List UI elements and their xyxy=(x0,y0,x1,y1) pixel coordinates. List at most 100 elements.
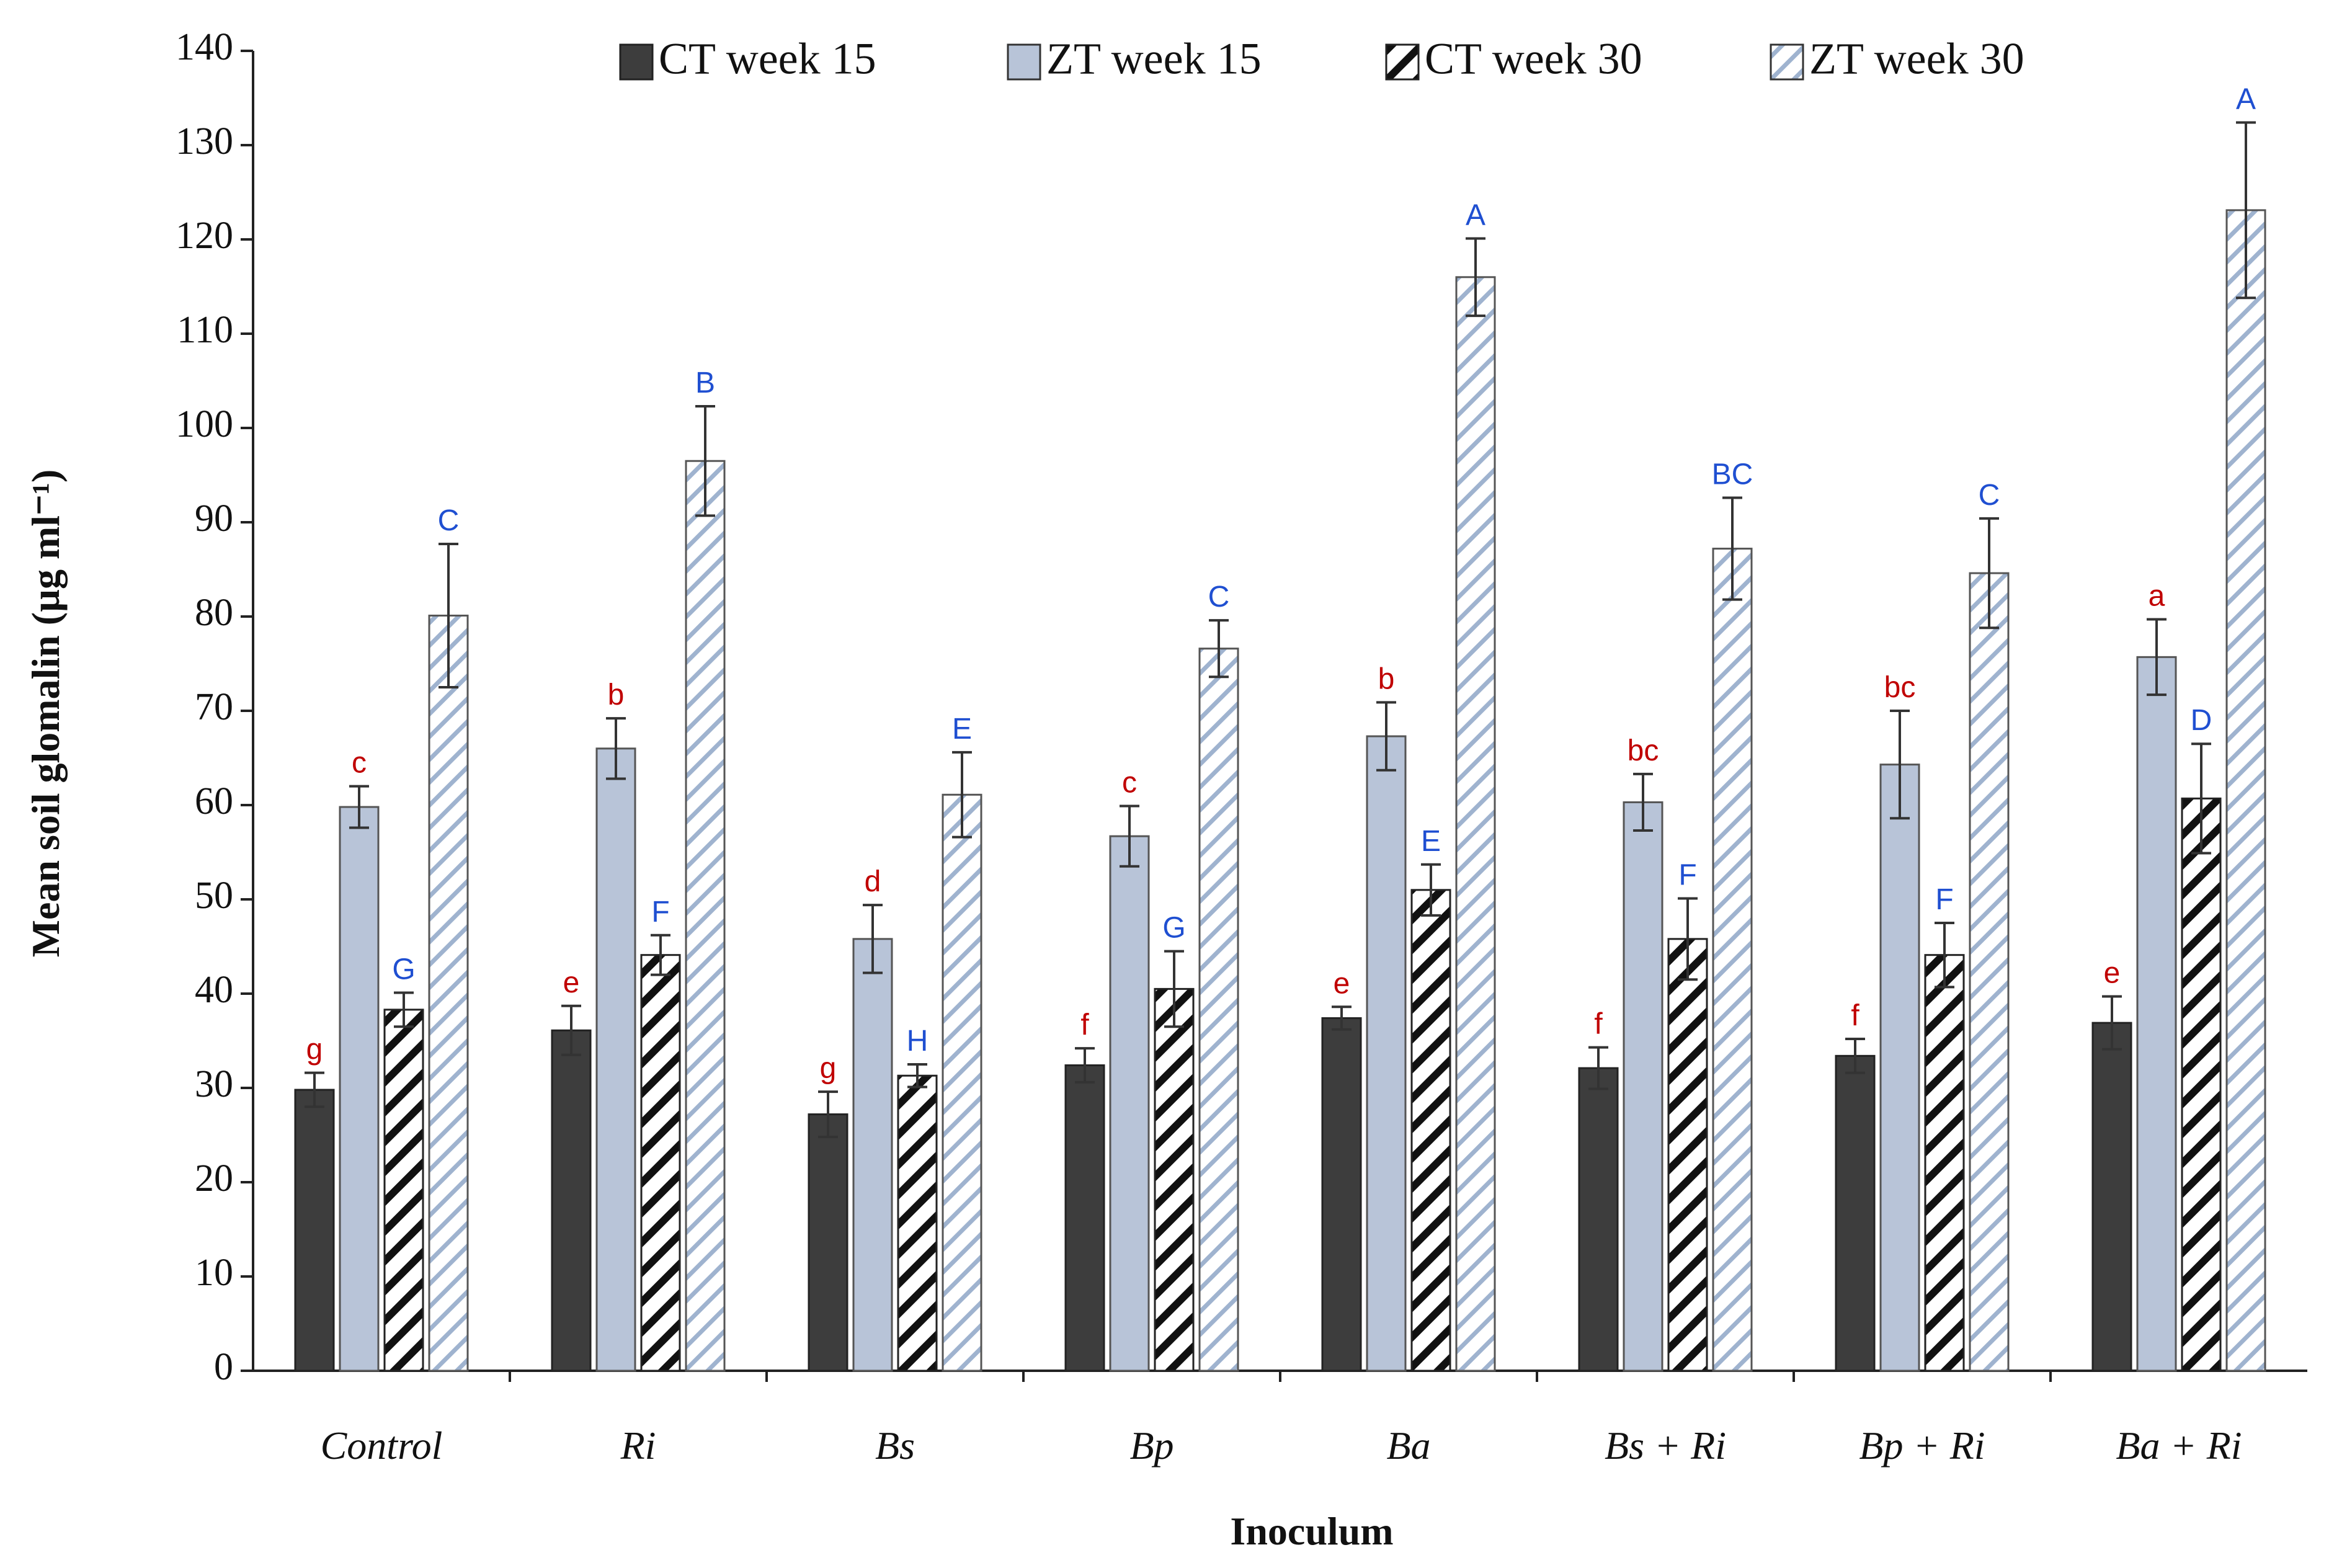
significance-label: f xyxy=(1080,1009,1089,1041)
legend-item-zt-week-30: ZT week 30 xyxy=(1770,34,2024,84)
significance-label: A xyxy=(2236,83,2256,116)
bar xyxy=(1924,954,1965,1372)
bar xyxy=(640,954,681,1372)
y-tick-label: 60 xyxy=(195,780,233,822)
legend-item-ct-week-30: CT week 30 xyxy=(1385,34,1642,84)
bar xyxy=(1366,735,1407,1372)
bar xyxy=(2136,656,2177,1372)
bar xyxy=(1969,572,2010,1372)
x-tick-label: Ba xyxy=(1386,1423,1430,1468)
significance-label: g xyxy=(820,1052,837,1085)
y-axis-title: Mean soil glomalin (µg ml⁻¹) xyxy=(24,470,68,958)
significance-label: f xyxy=(1594,1008,1603,1041)
y-tick-label: 110 xyxy=(177,309,233,351)
significance-label: c xyxy=(352,747,367,780)
x-tick-label: Bs + Ri xyxy=(1605,1423,1726,1468)
significance-labels: g c G Ce b F Bg d H Ef c G Ce b E Af bc F BC f bc F Ce a D A xyxy=(306,83,2256,1085)
bar xyxy=(2225,209,2266,1372)
significance-label: E xyxy=(952,713,972,746)
legend-swatch-zt-week-15 xyxy=(1007,43,1041,81)
significance-label: e xyxy=(2104,957,2121,990)
significance-label: G xyxy=(1162,912,1185,945)
significance-label: A xyxy=(1466,198,1485,231)
y-tick-label: 10 xyxy=(195,1252,233,1294)
bar xyxy=(1623,801,1663,1372)
bar xyxy=(1455,276,1496,1372)
bar xyxy=(685,460,726,1372)
significance-label: g xyxy=(306,1033,323,1066)
bar xyxy=(1712,548,1753,1372)
error-bars xyxy=(305,121,2256,1139)
bar xyxy=(1109,835,1150,1372)
significance-label: H xyxy=(907,1025,929,1058)
x-tick-label: Bp xyxy=(1129,1423,1174,1468)
y-tick-label: 40 xyxy=(195,969,233,1011)
legend-label-ct-week-15: CT week 15 xyxy=(659,34,876,84)
legend-item-zt-week-15: ZT week 15 xyxy=(1007,34,1262,84)
y-tick-label: 30 xyxy=(195,1063,233,1105)
bar xyxy=(808,1113,848,1372)
bars xyxy=(294,209,2266,1372)
y-tick-label: 50 xyxy=(195,875,233,917)
significance-label: F xyxy=(1935,883,1953,916)
bar xyxy=(1667,938,1708,1372)
y-tick-label: 100 xyxy=(176,403,233,445)
significance-label: G xyxy=(392,953,415,986)
significance-label: bc xyxy=(1628,734,1659,767)
bar xyxy=(1578,1067,1619,1372)
significance-label: C xyxy=(1208,581,1230,613)
y-axis: 0 10 20 30 40 50 60 70 80 90 100 110 120 130 140 xyxy=(176,26,254,1388)
y-tick-label: 20 xyxy=(195,1157,233,1200)
legend-label-zt-week-15: ZT week 15 xyxy=(1046,34,1262,84)
significance-label: F xyxy=(651,896,669,929)
significance-label: f xyxy=(1851,999,1859,1032)
legend: CT week 15 ZT week 15 CT week 30 ZT week… xyxy=(619,34,2024,84)
significance-label: b xyxy=(608,679,625,711)
significance-label: D xyxy=(2191,704,2212,737)
y-tick-label: 0 xyxy=(214,1346,233,1388)
significance-label: bc xyxy=(1884,671,1916,704)
legend-swatch-ct-week-30 xyxy=(1385,43,1420,81)
bar xyxy=(2181,797,2222,1372)
legend-label-zt-week-30: ZT week 30 xyxy=(1809,34,2024,84)
significance-label: C xyxy=(1979,479,2000,512)
significance-label: a xyxy=(2149,580,2165,613)
significance-label: F xyxy=(1678,858,1696,891)
x-tick-label: Bs xyxy=(875,1423,915,1468)
bar xyxy=(339,806,380,1372)
significance-label: BC xyxy=(1712,458,1753,491)
significance-label: e xyxy=(563,966,580,999)
bar xyxy=(428,614,469,1372)
bar xyxy=(2091,1022,2132,1372)
bar xyxy=(1154,987,1195,1372)
bar xyxy=(1198,648,1239,1372)
legend-swatch-zt-week-30 xyxy=(1770,43,1804,81)
bar xyxy=(1879,764,1920,1372)
bar xyxy=(294,1089,335,1372)
x-tick-label: Control xyxy=(321,1423,443,1468)
bar xyxy=(897,1074,938,1372)
x-axis: Control Ri Bs Bp Ba Bs + Ri Bp + Ri Ba + Ri xyxy=(253,1370,2307,1468)
bar xyxy=(1064,1064,1105,1372)
y-tick-label: 140 xyxy=(176,26,233,68)
y-tick-label: 70 xyxy=(195,686,233,728)
bar xyxy=(551,1029,592,1372)
x-tick-label: Ba + Ri xyxy=(2116,1423,2242,1468)
bar xyxy=(1835,1054,1876,1372)
significance-label: e xyxy=(1334,967,1350,1000)
bar xyxy=(1321,1017,1362,1372)
bar xyxy=(1410,889,1451,1372)
bar xyxy=(852,938,893,1372)
bar xyxy=(942,793,982,1372)
bar xyxy=(383,1009,424,1372)
x-axis-title: Inoculum xyxy=(1230,1509,1393,1553)
significance-label: b xyxy=(1378,662,1395,695)
legend-label-ct-week-30: CT week 30 xyxy=(1425,34,1642,84)
bar xyxy=(595,747,636,1372)
y-tick-label: 130 xyxy=(176,120,233,163)
significance-label: c xyxy=(1122,767,1137,800)
y-tick-label: 80 xyxy=(195,592,233,634)
significance-label: C xyxy=(438,504,460,537)
x-tick-label: Bp + Ri xyxy=(1859,1423,1985,1468)
